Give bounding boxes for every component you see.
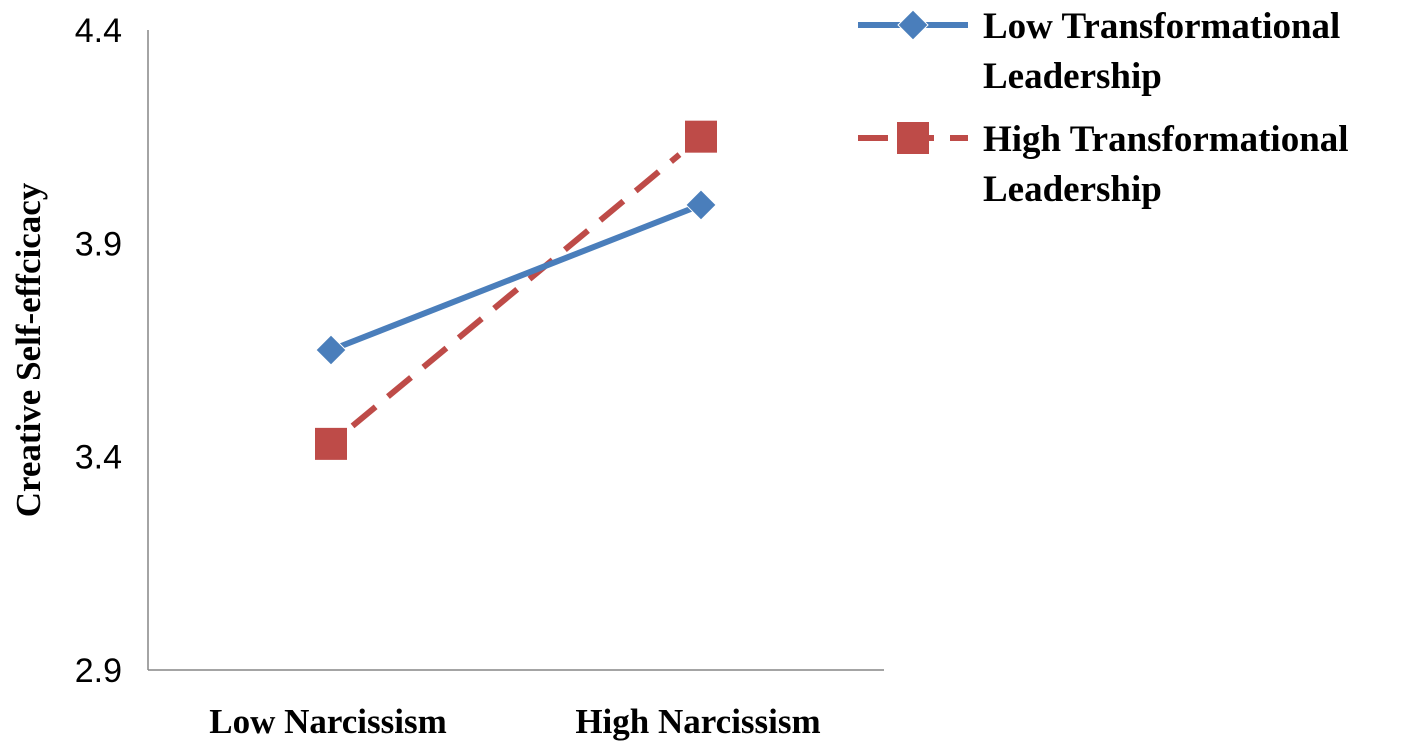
chart-axes	[147, 30, 884, 671]
diamond-marker	[897, 9, 929, 41]
legend-label: Leadership	[983, 169, 1162, 210]
legend-item-2: High Transformational Leadership	[858, 119, 1349, 210]
x-category-labels: Low Narcissism High Narcissism	[209, 702, 820, 741]
y-tick-label: 3.4	[75, 439, 122, 477]
series-2	[315, 120, 717, 460]
y-tick-labels: 2.9 3.4 3.9 4.4	[75, 12, 122, 690]
y-tick-label: 4.4	[75, 12, 122, 50]
legend-label: High Transformational	[983, 119, 1349, 160]
series-group	[315, 120, 717, 460]
diamond-marker	[685, 189, 717, 221]
diamond-marker	[315, 334, 347, 366]
legend-label: Low Transformational	[983, 6, 1340, 47]
y-tick-label: 3.9	[75, 225, 122, 263]
series-line	[350, 152, 682, 429]
legend-label: Leadership	[983, 56, 1162, 97]
y-tick-label: 2.9	[75, 652, 122, 690]
x-category-label: Low Narcissism	[209, 702, 447, 741]
square-marker	[315, 427, 347, 460]
x-category-label: High Narcissism	[575, 702, 820, 741]
square-marker	[897, 122, 929, 154]
square-marker	[685, 120, 717, 153]
series-line	[329, 202, 703, 353]
y-axis-title: Creative Self-effcicacy	[9, 182, 48, 517]
legend-item-1: Low Transformational Leadership	[858, 6, 1340, 97]
series-1	[315, 189, 717, 366]
